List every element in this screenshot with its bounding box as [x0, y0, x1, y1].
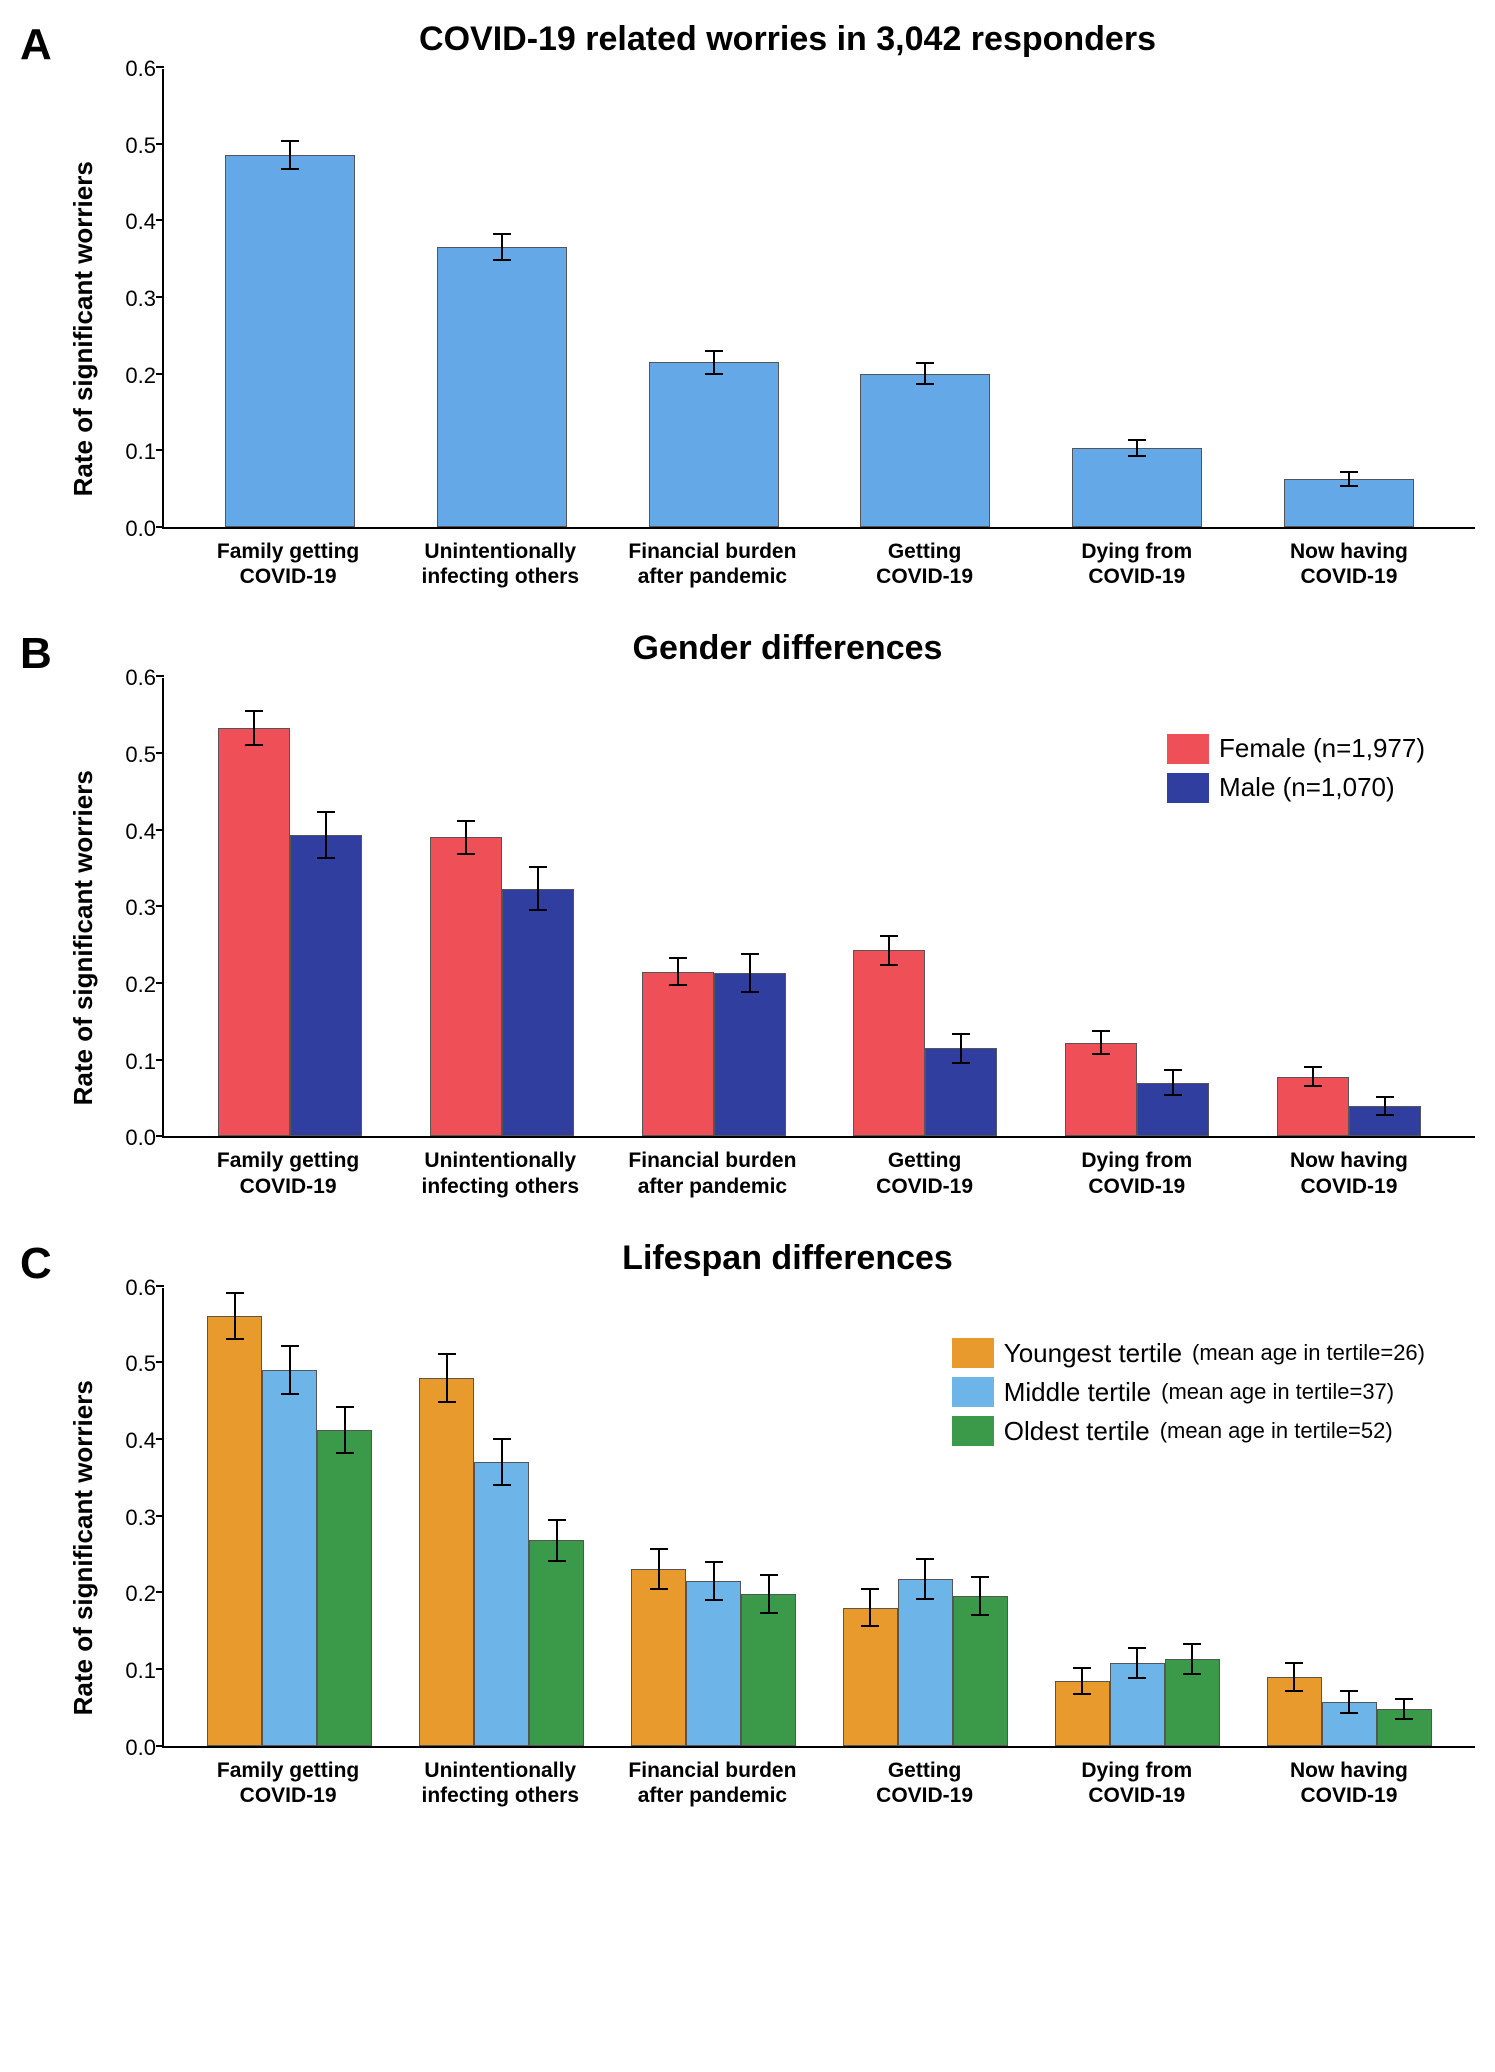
- bar-group: [819, 69, 1031, 527]
- bar: [207, 1316, 262, 1745]
- bar: [262, 1370, 317, 1746]
- x-category-label: Dying fromCOVID-19: [1031, 1138, 1243, 1198]
- x-category-label: Dying fromCOVID-19: [1031, 1748, 1243, 1808]
- x-category-label: Dying fromCOVID-19: [1031, 529, 1243, 589]
- bar: [317, 1430, 372, 1746]
- panel-c-plot: Youngest tertile (mean age in tertile=26…: [162, 1288, 1475, 1748]
- bar: [649, 362, 779, 527]
- bar: [642, 972, 714, 1137]
- bar: [686, 1581, 741, 1746]
- bar-group: [608, 69, 820, 527]
- bar: [218, 728, 290, 1137]
- x-category-label: Financial burdenafter pandemic: [606, 529, 818, 589]
- panel-b-plot: Female (n=1,977)Male (n=1,070): [162, 678, 1475, 1138]
- bar-group: [184, 1288, 396, 1746]
- x-category-label: Financial burdenafter pandemic: [606, 1748, 818, 1808]
- bar-group: [396, 1288, 608, 1746]
- bar-group: [1243, 69, 1455, 527]
- x-category-label: Now havingCOVID-19: [1243, 529, 1455, 589]
- bar: [843, 1608, 898, 1746]
- bar: [430, 837, 502, 1136]
- panel-c: C Lifespan differences Rate of significa…: [20, 1239, 1475, 1808]
- panel-a-title: COVID-19 related worries in 3,042 respon…: [100, 20, 1475, 59]
- bar: [853, 950, 925, 1136]
- bar-group: [184, 678, 396, 1136]
- bar: [631, 1569, 686, 1745]
- bar: [1072, 448, 1202, 527]
- bar: [953, 1596, 1008, 1746]
- panel-letter-c: C: [20, 1239, 52, 1289]
- panel-b: B Gender differences Rate of significant…: [20, 629, 1475, 1198]
- panel-a-ylabel: Rate of significant worriers: [60, 69, 107, 589]
- bar: [898, 1579, 953, 1746]
- x-category-label: GettingCOVID-19: [819, 1748, 1031, 1808]
- x-category-label: Family gettingCOVID-19: [182, 1138, 394, 1198]
- bar-group: [1031, 69, 1243, 527]
- bar-group: [608, 1288, 820, 1746]
- bar-group: [1243, 678, 1455, 1136]
- panel-c-xlabels: Family gettingCOVID-19Unintentionallyinf…: [162, 1748, 1475, 1808]
- panel-a-xlabels: Family gettingCOVID-19Unintentionallyinf…: [162, 529, 1475, 589]
- x-category-label: Unintentionallyinfecting others: [394, 1748, 606, 1808]
- bar: [474, 1462, 529, 1746]
- panel-c-yticks: 0.00.10.20.30.40.50.6: [107, 1288, 162, 1748]
- bar-group: [819, 1288, 1031, 1746]
- bar: [290, 835, 362, 1136]
- x-category-label: GettingCOVID-19: [819, 1138, 1031, 1198]
- x-category-label: GettingCOVID-19: [819, 529, 1031, 589]
- x-category-label: Now havingCOVID-19: [1243, 1138, 1455, 1198]
- panel-b-xlabels: Family gettingCOVID-19Unintentionallyinf…: [162, 1138, 1475, 1198]
- bar: [714, 973, 786, 1136]
- bar: [225, 155, 355, 527]
- panel-a-plot: [162, 69, 1475, 529]
- panel-a-yticks: 0.00.10.20.30.40.50.6: [107, 69, 162, 529]
- panel-letter-a: A: [20, 20, 52, 70]
- bar: [1065, 1043, 1137, 1137]
- bar-group: [819, 678, 1031, 1136]
- bar: [529, 1540, 584, 1745]
- bar: [437, 247, 567, 527]
- x-category-label: Family gettingCOVID-19: [182, 1748, 394, 1808]
- panel-letter-b: B: [20, 629, 52, 679]
- panel-c-title: Lifespan differences: [100, 1239, 1475, 1278]
- bar-group: [1031, 1288, 1243, 1746]
- x-category-label: Now havingCOVID-19: [1243, 1748, 1455, 1808]
- panel-c-chart: Rate of significant worriers 0.00.10.20.…: [60, 1288, 1475, 1808]
- panel-b-ylabel: Rate of significant worriers: [60, 678, 107, 1198]
- panel-c-ylabel: Rate of significant worriers: [60, 1288, 107, 1808]
- x-category-label: Family gettingCOVID-19: [182, 529, 394, 589]
- bar: [741, 1594, 796, 1746]
- bar-group: [1031, 678, 1243, 1136]
- bar-group: [396, 69, 608, 527]
- bar-group: [1243, 1288, 1455, 1746]
- bar: [419, 1378, 474, 1746]
- bar-group: [396, 678, 608, 1136]
- bar: [502, 889, 574, 1137]
- panel-b-title: Gender differences: [100, 629, 1475, 668]
- bar-group: [608, 678, 820, 1136]
- panel-b-chart: Rate of significant worriers 0.00.10.20.…: [60, 678, 1475, 1198]
- x-category-label: Financial burdenafter pandemic: [606, 1138, 818, 1198]
- x-category-label: Unintentionallyinfecting others: [394, 529, 606, 589]
- panel-b-yticks: 0.00.10.20.30.40.50.6: [107, 678, 162, 1138]
- bar-group: [184, 69, 396, 527]
- bar: [860, 374, 990, 527]
- x-category-label: Unintentionallyinfecting others: [394, 1138, 606, 1198]
- panel-a-chart: Rate of significant worriers 0.00.10.20.…: [60, 69, 1475, 589]
- panel-a: A COVID-19 related worries in 3,042 resp…: [20, 20, 1475, 589]
